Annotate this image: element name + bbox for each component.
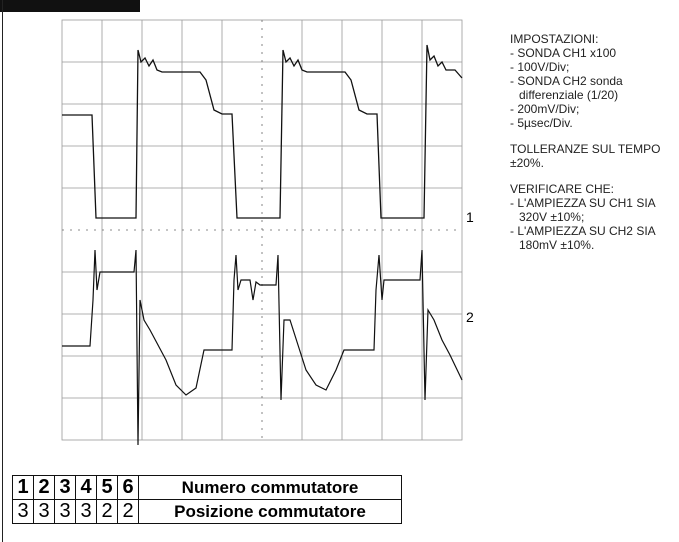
settings: IMPOSTAZIONI:- SONDA CH1 x100- 100V/Div;… — [510, 32, 675, 130]
tolerance: TOLLERANZE SUL TEMPO ±20%. — [510, 142, 675, 170]
switch-cell: 2 — [34, 476, 55, 500]
note-item: - L'AMPIEZZA SU CH2 SIA 180mV ±10%. — [510, 224, 675, 252]
note-item: - 100V/Div; — [510, 60, 675, 74]
notes: IMPOSTAZIONI:- SONDA CH1 x100- 100V/Div;… — [510, 32, 675, 264]
switch-cell: 5 — [97, 476, 118, 500]
ch1-trace — [62, 45, 462, 218]
switch-cell: 2 — [118, 500, 139, 524]
ch2-trace — [62, 250, 462, 445]
verify-title: VERIFICARE CHE: — [510, 182, 675, 196]
switch-cell: 1 — [13, 476, 34, 500]
verify: VERIFICARE CHE:- L'AMPIEZZA SU CH1 SIA 3… — [510, 182, 675, 252]
oscilloscope: 1 2 — [0, 0, 500, 460]
switch-cell: 3 — [55, 476, 76, 500]
switch-cell: 3 — [34, 500, 55, 524]
note-item: - SONDA CH2 sonda differenziale (1/20) — [510, 74, 675, 102]
note-item: - 200mV/Div; — [510, 102, 675, 116]
ch2-marker: 2 — [466, 309, 474, 325]
note-item: - L'AMPIEZZA SU CH1 SIA 320V ±10%; — [510, 196, 675, 224]
switch-cell: 3 — [55, 500, 76, 524]
switch-cell: 6 — [118, 476, 139, 500]
row-label: Numero commutatore — [139, 476, 402, 500]
switch-cell: 3 — [13, 500, 34, 524]
grid — [62, 20, 462, 440]
row-label: Posizione commutatore — [139, 500, 402, 524]
switch-cell: 2 — [97, 500, 118, 524]
switch-cell: 3 — [76, 500, 97, 524]
switch-cell: 4 — [76, 476, 97, 500]
ch1-marker: 1 — [466, 209, 474, 225]
settings-title: IMPOSTAZIONI: — [510, 32, 675, 46]
note-item: - SONDA CH1 x100 — [510, 46, 675, 60]
page: 1 2 IMPOSTAZIONI:- SONDA CH1 x100- 100V/… — [0, 0, 679, 542]
note-item: - 5µsec/Div. — [510, 116, 675, 130]
